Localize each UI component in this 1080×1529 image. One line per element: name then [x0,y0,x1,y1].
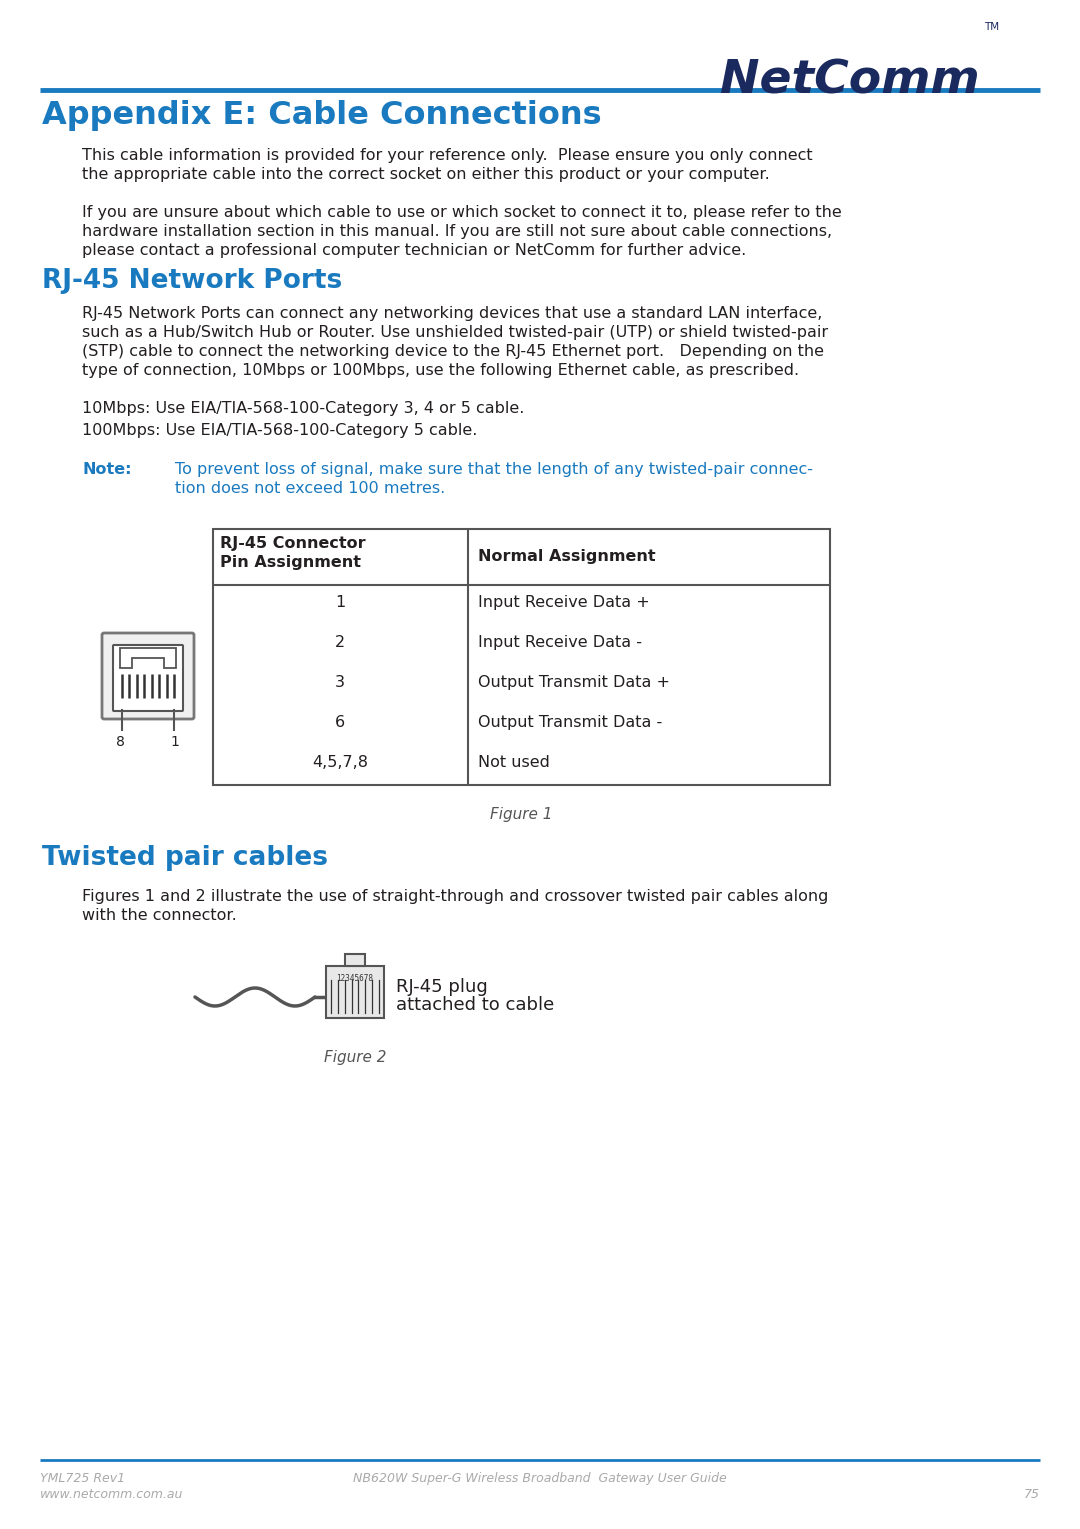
Text: 100Mbps: Use EIA/TIA-568-100-Category 5 cable.: 100Mbps: Use EIA/TIA-568-100-Category 5 … [82,424,477,437]
Text: www.netcomm.com.au: www.netcomm.com.au [40,1488,184,1501]
Text: NetComm: NetComm [720,58,980,102]
Text: RJ-45 Network Ports can connect any networking devices that use a standard LAN i: RJ-45 Network Ports can connect any netw… [82,306,822,321]
Text: RJ-45 Connector: RJ-45 Connector [220,537,366,550]
Text: with the connector.: with the connector. [82,908,237,924]
Text: YML725 Rev1: YML725 Rev1 [40,1472,125,1485]
Text: 1: 1 [170,735,179,749]
Text: 1: 1 [335,595,346,610]
Text: 8: 8 [116,735,125,749]
Bar [345,954,365,966]
Text: the appropriate cable into the correct socket on either this product or your com: the appropriate cable into the correct s… [82,167,770,182]
Text: Figure 2: Figure 2 [324,1050,387,1066]
Text: type of connection, 10Mbps or 100Mbps, use the following Ethernet cable, as pres: type of connection, 10Mbps or 100Mbps, u… [82,362,799,378]
Text: Figures 1 and 2 illustrate the use of straight-through and crossover twisted pai: Figures 1 and 2 illustrate the use of st… [82,888,828,904]
FancyBboxPatch shape [113,645,183,711]
Polygon shape [120,648,176,668]
Text: such as a Hub/Switch Hub or Router. Use unshielded twisted-pair (UTP) or shield : such as a Hub/Switch Hub or Router. Use … [82,326,828,339]
Text: This cable information is provided for your reference only.  Please ensure you o: This cable information is provided for y… [82,148,812,164]
Text: RJ-45 plug: RJ-45 plug [396,979,488,995]
Text: 12345678: 12345678 [337,974,374,983]
Text: NB620W Super-G Wireless Broadband  Gateway User Guide: NB620W Super-G Wireless Broadband Gatewa… [353,1472,727,1485]
Bar [213,529,831,784]
Text: Input Receive Data -: Input Receive Data - [478,635,642,650]
Text: If you are unsure about which cable to use or which socket to connect it to, ple: If you are unsure about which cable to u… [82,205,841,220]
Text: Appendix E: Cable Connections: Appendix E: Cable Connections [42,99,602,131]
Text: 10Mbps: Use EIA/TIA-568-100-Category 3, 4 or 5 cable.: 10Mbps: Use EIA/TIA-568-100-Category 3, … [82,401,525,416]
Text: 75: 75 [1024,1488,1040,1501]
Text: 2: 2 [335,635,346,650]
Text: Pin Assignment: Pin Assignment [220,555,361,570]
Text: hardware installation section in this manual. If you are still not sure about ca: hardware installation section in this ma… [82,225,832,239]
Text: tion does not exceed 100 metres.: tion does not exceed 100 metres. [175,482,445,495]
Text: 4,5,7,8: 4,5,7,8 [312,755,368,771]
Text: attached to cable: attached to cable [396,995,554,1014]
Text: Note:: Note: [82,462,132,477]
Text: Normal Assignment: Normal Assignment [478,549,656,564]
Text: Output Transmit Data +: Output Transmit Data + [478,674,670,690]
Text: Not used: Not used [478,755,550,771]
Bar [326,966,384,1018]
FancyBboxPatch shape [102,633,194,719]
Text: (STP) cable to connect the networking device to the RJ-45 Ethernet port.   Depen: (STP) cable to connect the networking de… [82,344,824,359]
Text: please contact a professional computer technician or NetComm for further advice.: please contact a professional computer t… [82,243,746,258]
Text: Input Receive Data +: Input Receive Data + [478,595,650,610]
Text: RJ-45 Network Ports: RJ-45 Network Ports [42,268,342,294]
Text: 3: 3 [335,674,345,690]
Text: TM: TM [984,21,999,32]
Text: Output Transmit Data -: Output Transmit Data - [478,716,662,729]
Text: To prevent loss of signal, make sure that the length of any twisted-pair connec-: To prevent loss of signal, make sure tha… [175,462,813,477]
Text: Figure 1: Figure 1 [490,807,553,823]
Text: Twisted pair cables: Twisted pair cables [42,846,328,872]
Text: 6: 6 [335,716,346,729]
